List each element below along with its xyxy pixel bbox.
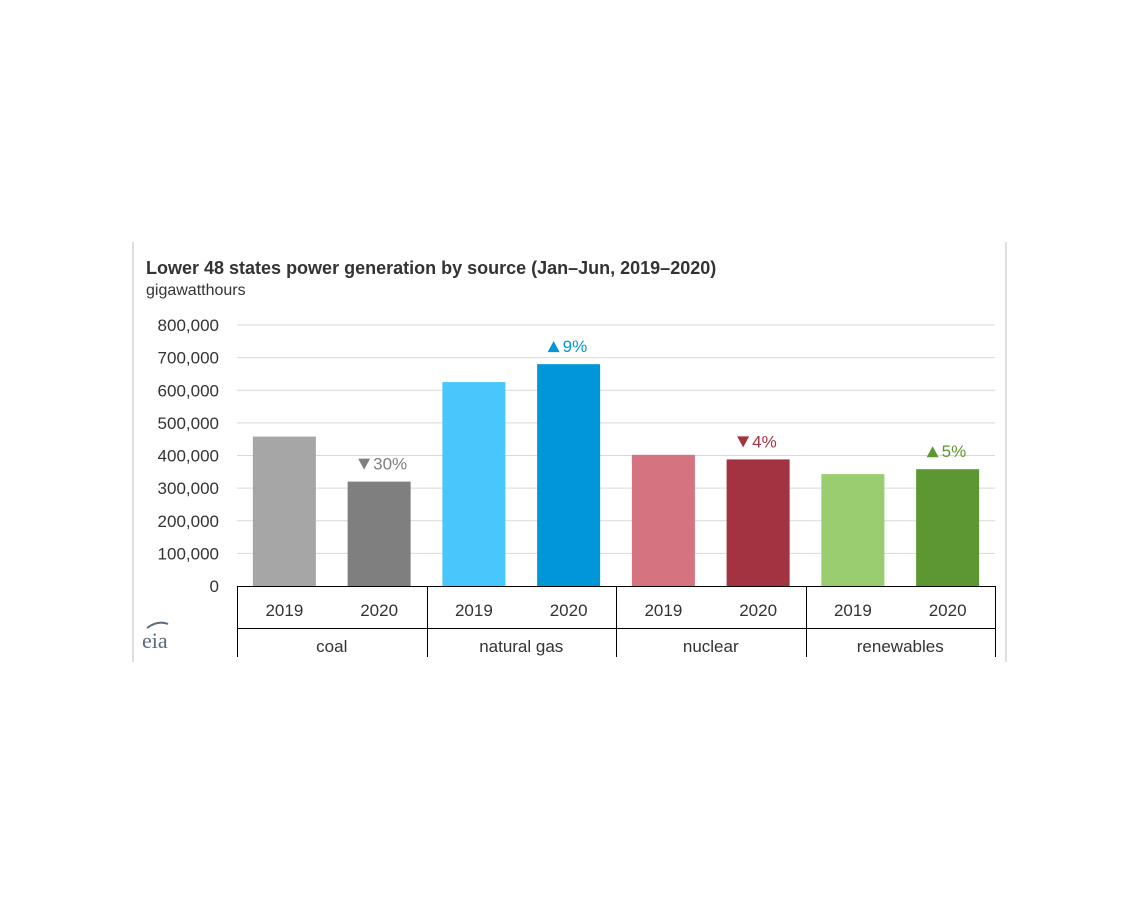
arrow-down-icon — [358, 458, 371, 470]
bar-coal-2020 — [347, 481, 411, 586]
y-tick-label: 400,000 — [158, 447, 219, 466]
y-tick-label: 0 — [210, 577, 219, 596]
bar-nuclear-2020 — [726, 459, 790, 586]
x-tick-label: 2019 — [644, 601, 682, 620]
change-annotation: 30% — [373, 455, 407, 474]
x-tick-label: 2019 — [834, 601, 872, 620]
chart-title: Lower 48 states power generation by sour… — [146, 258, 716, 278]
group-label: natural gas — [479, 637, 563, 656]
arrow-up-icon — [926, 446, 939, 458]
y-tick-label: 100,000 — [158, 544, 219, 563]
bar-coal-2019 — [252, 436, 316, 586]
y-tick-label: 700,000 — [158, 349, 219, 368]
bar-renewables-2019 — [821, 474, 885, 586]
y-tick-label: 800,000 — [158, 316, 219, 335]
y-tick-label: 500,000 — [158, 414, 219, 433]
group-label: nuclear — [683, 637, 739, 656]
change-annotation: 9% — [563, 337, 588, 356]
logo-text: eia — [142, 628, 168, 653]
x-tick-label: 2020 — [550, 601, 588, 620]
x-tick-label: 2020 — [360, 601, 398, 620]
x-tick-label: 2019 — [455, 601, 493, 620]
eia-logo: eia — [142, 621, 169, 653]
y-tick-label: 200,000 — [158, 512, 219, 531]
bar-renewables-2020 — [916, 469, 980, 586]
bars — [252, 364, 980, 586]
logo-swoosh — [146, 621, 169, 629]
bar-natural-gas-2019 — [442, 382, 506, 586]
y-tick-label: 300,000 — [158, 479, 219, 498]
change-annotation: 4% — [752, 432, 777, 451]
annotations: 30% 9% 4% 5% — [358, 337, 967, 474]
x-tick-label: 2020 — [739, 601, 777, 620]
y-axis: 0 100,000 200,000 300,000 400,000 500,000 600,… — [158, 316, 219, 596]
arrow-down-icon — [737, 436, 750, 448]
x-tick-label: 2019 — [265, 601, 303, 620]
arrow-up-icon — [547, 341, 560, 353]
bar-nuclear-2019 — [631, 454, 695, 586]
chart-subtitle: gigawatthours — [146, 282, 246, 299]
x-tick-label: 2020 — [929, 601, 967, 620]
group-label: renewables — [857, 637, 944, 656]
change-annotation: 5% — [942, 442, 967, 461]
y-tick-label: 600,000 — [158, 381, 219, 400]
group-label: coal — [316, 637, 347, 656]
bar-natural-gas-2020 — [537, 364, 601, 586]
